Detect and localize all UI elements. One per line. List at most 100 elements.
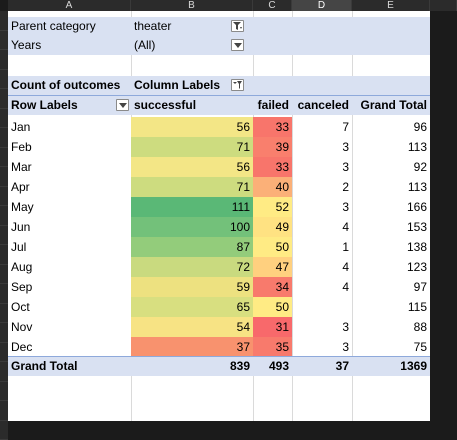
row-header[interactable] bbox=[0, 11, 8, 31]
canceled-cell[interactable] bbox=[292, 297, 352, 317]
column-header[interactable] bbox=[430, 0, 457, 11]
month-cell: Dec bbox=[8, 337, 131, 357]
row-header[interactable] bbox=[0, 284, 8, 304]
row-header[interactable] bbox=[0, 265, 8, 285]
successful-cell[interactable]: 100 bbox=[131, 217, 253, 237]
total-cell[interactable]: 92 bbox=[352, 157, 430, 177]
dropdown-arrow-icon[interactable] bbox=[231, 39, 244, 51]
canceled-cell[interactable]: 4 bbox=[292, 277, 352, 297]
canceled-cell[interactable]: 4 bbox=[292, 217, 352, 237]
row-header[interactable] bbox=[0, 31, 8, 51]
row-header[interactable] bbox=[0, 148, 8, 168]
total-cell[interactable]: 88 bbox=[352, 317, 430, 337]
successful-cell[interactable]: 87 bbox=[131, 237, 253, 257]
canceled-cell[interactable]: 4 bbox=[292, 257, 352, 277]
month-cell: Apr bbox=[8, 177, 131, 197]
pivot-column-headers: Row Labels successful failed canceled Gr… bbox=[8, 96, 430, 115]
failed-cell[interactable]: 40 bbox=[253, 177, 292, 197]
row-header[interactable] bbox=[0, 245, 8, 265]
column-header[interactable]: A bbox=[8, 0, 131, 11]
row-header[interactable] bbox=[0, 89, 8, 109]
header-failed: failed bbox=[253, 96, 292, 115]
failed-cell[interactable]: 33 bbox=[253, 157, 292, 177]
row-labels-header: Row Labels bbox=[8, 96, 131, 115]
row-header[interactable] bbox=[0, 362, 8, 382]
filter-funnel-icon[interactable] bbox=[231, 20, 244, 32]
total-cell[interactable]: 123 bbox=[352, 257, 430, 277]
successful-cell[interactable]: 56 bbox=[131, 157, 253, 177]
row-header[interactable] bbox=[0, 50, 8, 70]
failed-cell[interactable]: 39 bbox=[253, 137, 292, 157]
successful-cell[interactable]: 54 bbox=[131, 317, 253, 337]
successful-cell[interactable]: 111 bbox=[131, 197, 253, 217]
header-grand-total: Grand Total bbox=[352, 96, 430, 115]
successful-cell[interactable]: 71 bbox=[131, 177, 253, 197]
total-cell[interactable]: 153 bbox=[352, 217, 430, 237]
canceled-cell[interactable]: 7 bbox=[292, 117, 352, 137]
successful-cell[interactable]: 56 bbox=[131, 117, 253, 137]
failed-cell[interactable]: 35 bbox=[253, 337, 292, 357]
grand-total-successful[interactable]: 839 bbox=[131, 357, 253, 376]
failed-cell[interactable]: 49 bbox=[253, 217, 292, 237]
row-header[interactable] bbox=[0, 70, 8, 90]
total-cell[interactable]: 113 bbox=[352, 137, 430, 157]
canceled-cell[interactable]: 3 bbox=[292, 197, 352, 217]
total-cell[interactable]: 97 bbox=[352, 277, 430, 297]
failed-cell[interactable]: 47 bbox=[253, 257, 292, 277]
canceled-cell[interactable]: 1 bbox=[292, 237, 352, 257]
filter-label: Parent category bbox=[8, 17, 131, 36]
column-filter-icon[interactable] bbox=[231, 79, 244, 91]
row-labels-dropdown-icon[interactable] bbox=[116, 99, 129, 111]
row-header[interactable] bbox=[0, 128, 8, 148]
row-header[interactable] bbox=[0, 206, 8, 226]
row-header[interactable] bbox=[0, 167, 8, 187]
row-header[interactable] bbox=[0, 382, 8, 402]
grand-total-failed[interactable]: 493 bbox=[253, 357, 292, 376]
total-cell[interactable]: 96 bbox=[352, 117, 430, 137]
failed-cell[interactable]: 33 bbox=[253, 117, 292, 137]
grand-total-total[interactable]: 1369 bbox=[352, 357, 430, 376]
grand-total-canceled[interactable]: 37 bbox=[292, 357, 352, 376]
row-header[interactable] bbox=[0, 187, 8, 207]
failed-cell[interactable]: 50 bbox=[253, 297, 292, 317]
month-cell: Jul bbox=[8, 237, 131, 257]
successful-cell[interactable]: 71 bbox=[131, 137, 253, 157]
total-cell[interactable]: 166 bbox=[352, 197, 430, 217]
values-label: Count of outcomes bbox=[8, 76, 131, 95]
row-header[interactable] bbox=[0, 226, 8, 246]
row-header[interactable] bbox=[0, 401, 8, 421]
row-header[interactable] bbox=[0, 343, 8, 363]
column-header[interactable]: E bbox=[352, 0, 430, 11]
successful-cell[interactable]: 59 bbox=[131, 277, 253, 297]
total-cell[interactable]: 75 bbox=[352, 337, 430, 357]
failed-cell[interactable]: 50 bbox=[253, 237, 292, 257]
row-header[interactable] bbox=[0, 323, 8, 343]
month-cell: Sep bbox=[8, 277, 131, 297]
total-cell[interactable]: 113 bbox=[352, 177, 430, 197]
total-cell[interactable]: 115 bbox=[352, 297, 430, 317]
month-cell: Aug bbox=[8, 257, 131, 277]
canceled-cell[interactable]: 3 bbox=[292, 137, 352, 157]
canceled-cell[interactable]: 3 bbox=[292, 337, 352, 357]
failed-cell[interactable]: 52 bbox=[253, 197, 292, 217]
column-header[interactable]: D bbox=[292, 0, 352, 11]
column-header[interactable]: C bbox=[253, 0, 292, 11]
failed-cell[interactable]: 31 bbox=[253, 317, 292, 337]
successful-cell[interactable]: 65 bbox=[131, 297, 253, 317]
canceled-cell[interactable]: 2 bbox=[292, 177, 352, 197]
row-header[interactable] bbox=[0, 304, 8, 324]
failed-cell[interactable]: 34 bbox=[253, 277, 292, 297]
total-cell[interactable]: 138 bbox=[352, 237, 430, 257]
successful-cell[interactable]: 72 bbox=[131, 257, 253, 277]
successful-cell[interactable]: 37 bbox=[131, 337, 253, 357]
canceled-cell[interactable]: 3 bbox=[292, 157, 352, 177]
canceled-cell[interactable]: 3 bbox=[292, 317, 352, 337]
row-header[interactable] bbox=[0, 109, 8, 129]
row-header[interactable] bbox=[0, 421, 8, 440]
column-header[interactable]: B bbox=[131, 0, 253, 11]
